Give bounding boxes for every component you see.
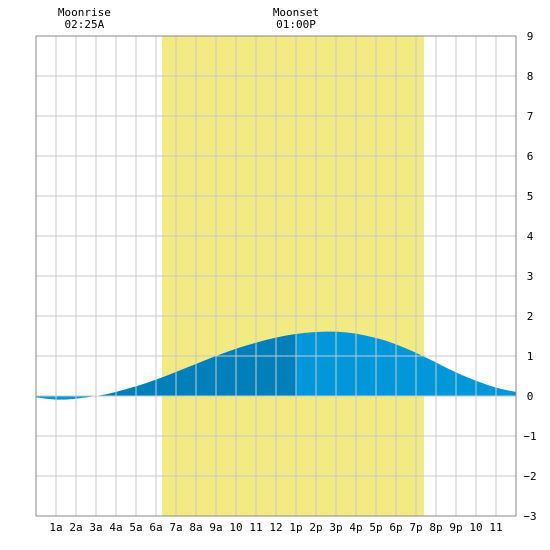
y-tick-label: 9 [527,30,534,43]
y-tick-label: 1 [527,350,534,363]
y-tick-label: 3 [527,270,534,283]
y-tick-label: −2 [523,470,536,483]
tide-area-moon-up [84,333,297,398]
y-tick-label: 7 [527,110,534,123]
x-tick-label: 6a [149,521,162,534]
x-tick-label: 9p [449,521,462,534]
x-tick-label: 10 [229,521,242,534]
x-tick-label: 4p [349,521,362,534]
x-tick-label: 9a [209,521,222,534]
moonset-label: Moonset [273,6,319,19]
y-tick-label: −1 [523,430,536,443]
moonrise-label: Moonrise [58,6,111,19]
y-tick-label: 8 [527,70,534,83]
x-tick-label: 1a [49,521,62,534]
y-tick-label: 4 [527,230,534,243]
x-tick-label: 2a [69,521,82,534]
x-tick-label: 8p [429,521,442,534]
y-tick-label: 2 [527,310,534,323]
x-tick-label: 7a [169,521,182,534]
x-tick-label: 5p [369,521,382,534]
moonset-time: 01:00P [276,18,316,31]
x-tick-label: 1p [289,521,302,534]
x-tick-label: 11 [489,521,502,534]
x-tick-label: 7p [409,521,422,534]
y-tick-label: 0 [527,390,534,403]
y-tick-label: 5 [527,190,534,203]
x-tick-label: 3a [89,521,102,534]
y-tick-label: −3 [523,510,536,523]
x-tick-label: 3p [329,521,342,534]
x-tick-label: 5a [129,521,142,534]
x-tick-label: 12 [269,521,282,534]
x-tick-label: 6p [389,521,402,534]
moonrise-time: 02:25A [65,18,105,31]
x-tick-label: 10 [469,521,482,534]
x-tick-label: 11 [249,521,262,534]
x-tick-label: 2p [309,521,322,534]
y-tick-label: 6 [527,150,534,163]
x-tick-label: 4a [109,521,122,534]
plot-frame [35,35,517,517]
x-tick-label: 8a [189,521,202,534]
